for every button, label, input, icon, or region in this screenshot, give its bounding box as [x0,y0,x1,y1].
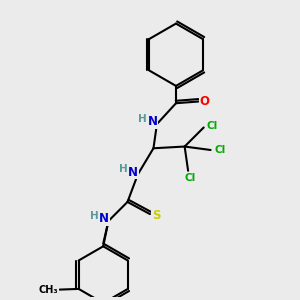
Text: CH₃: CH₃ [39,285,58,295]
Text: H: H [119,164,128,174]
Text: S: S [152,209,160,222]
Text: Cl: Cl [207,121,218,131]
Text: Cl: Cl [214,145,226,155]
Text: H: H [89,211,98,221]
Text: N: N [147,116,158,128]
Text: O: O [200,95,210,108]
Text: Cl: Cl [184,173,196,183]
Text: N: N [128,166,138,179]
Text: N: N [99,212,109,225]
Text: H: H [138,114,147,124]
